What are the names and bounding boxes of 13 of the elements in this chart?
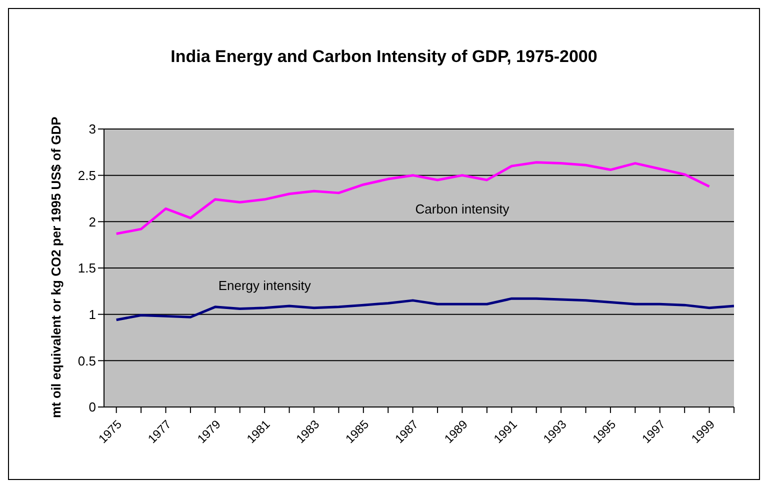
y-tick-label: 2.5 xyxy=(78,168,96,183)
y-axis-title: mt oil equivalent or kg CO2 per 1995 US$ of GDP xyxy=(48,116,64,418)
y-tick-label: 2 xyxy=(88,214,96,230)
series-label: Energy intensity xyxy=(218,278,312,293)
chart-title: India Energy and Carbon Intensity of GDP, 1975-2000 xyxy=(170,47,598,67)
y-tick-label: 3 xyxy=(88,122,96,137)
series-label: Carbon intensity xyxy=(415,201,510,216)
y-tick-label: 0 xyxy=(88,400,96,415)
line-series xyxy=(115,161,711,235)
y-tick-label: 1 xyxy=(88,306,96,322)
line-series xyxy=(115,297,734,322)
y-tick-label: 1.5 xyxy=(78,260,96,276)
y-tick-label: 0.5 xyxy=(78,353,96,368)
